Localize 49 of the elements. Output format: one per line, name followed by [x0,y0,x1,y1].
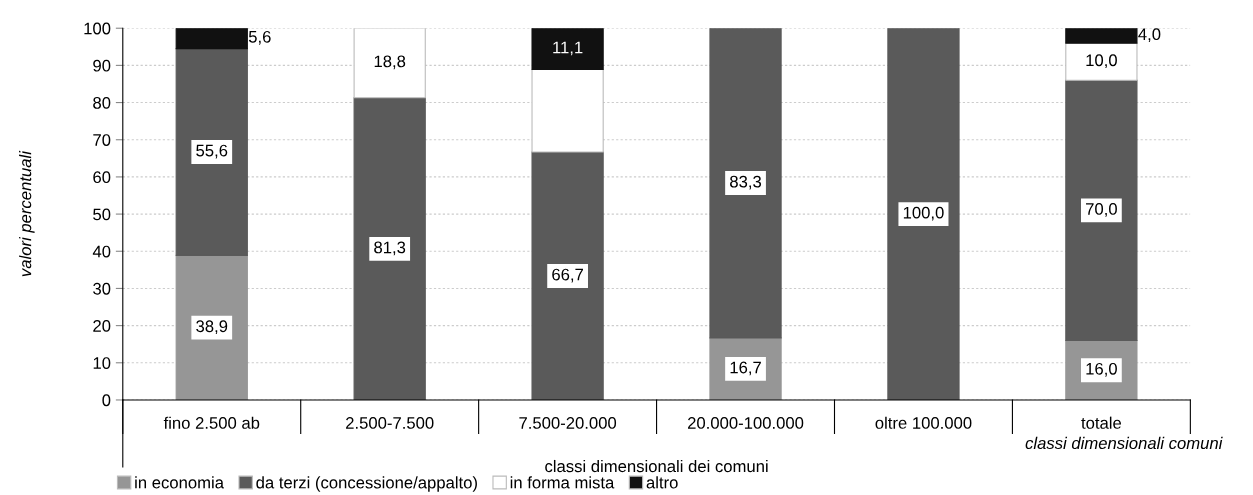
data-label: 11,1 [553,41,583,56]
x-tick-label: totale [1081,416,1122,429]
data-label: 4,0 [1138,28,1161,43]
data-label: 83,3 [730,175,762,190]
bar [175,254,248,400]
legend-label: in economia [135,476,224,489]
bar [1065,28,1138,44]
data-label: 100,0 [903,206,944,221]
y-tick-label: 80 [93,96,111,109]
y-tick-label: 40 [92,245,111,258]
bar [531,68,604,153]
bar [1065,79,1138,342]
data-label: 16,0 [1086,362,1117,377]
data-label: 5,6 [248,30,271,45]
bar [531,151,604,400]
bar [709,28,782,339]
bar [175,28,248,50]
data-label: 55,6 [196,144,228,159]
data-label: 10,0 [1086,54,1117,69]
bar [531,28,604,71]
bar [175,48,248,256]
data-label: 18,8 [374,55,406,70]
y-tick-label: 20 [93,320,111,332]
legend-label: in forma mista [510,476,615,489]
legend-label: altro [646,476,678,489]
x-tick-label: 20.000-100.000 [687,417,804,429]
bar [887,28,960,400]
y-tick-label: 30 [93,282,111,295]
x-tick-label: 2.500-7.500 [346,417,434,429]
data-label: 81,3 [374,241,406,256]
y-tick-label: 0 [102,394,111,407]
y-tick-label: 60 [93,171,111,184]
bar [353,97,426,400]
text: classi dimensionali comuni [1025,436,1223,450]
data-label: 70,0 [1086,203,1117,217]
y-tick-label: 50 [93,208,111,221]
y-tick-label: 70 [93,134,111,146]
data-label: 16,7 [730,361,761,376]
x-tick-label: 7.500-20.000 [519,417,617,429]
x-axis-title: classi dimensionali dei comuni [545,459,768,473]
y-tick-label: 90 [93,59,111,72]
y-tick-label: 100 [84,22,111,35]
legend-label: da terzi (concessione/appalto) [256,476,477,492]
data-label: 66,7 [552,268,583,283]
y-axis-title: valori percentuali [19,150,35,277]
x-tick-label: oltre 100.000 [875,416,972,429]
y-tick-label: 10 [93,357,111,369]
x-tick-label: fino 2.500 ab [163,416,260,429]
data-label: 38,9 [196,320,228,335]
